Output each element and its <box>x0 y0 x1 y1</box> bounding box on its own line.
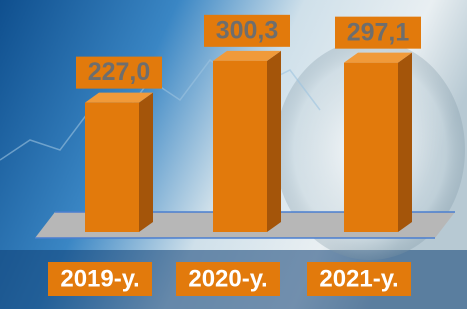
x-tick-label: 2019-у. <box>60 265 139 292</box>
x-tick-label: 2021-у. <box>319 265 398 292</box>
bar <box>213 61 267 232</box>
bar-side <box>267 51 281 232</box>
value-label: 227,0 <box>88 58 151 86</box>
bar <box>85 103 139 232</box>
x-tick-label: 2020-у. <box>188 265 267 292</box>
value-label: 297,1 <box>347 18 410 46</box>
chart: 227,0 2019-у. 300,3 2020-у. 297,1 2021-у. <box>0 0 467 309</box>
bar <box>344 63 398 232</box>
value-label: 300,3 <box>216 16 279 44</box>
bar-side <box>139 93 153 232</box>
bar-side <box>398 53 412 232</box>
